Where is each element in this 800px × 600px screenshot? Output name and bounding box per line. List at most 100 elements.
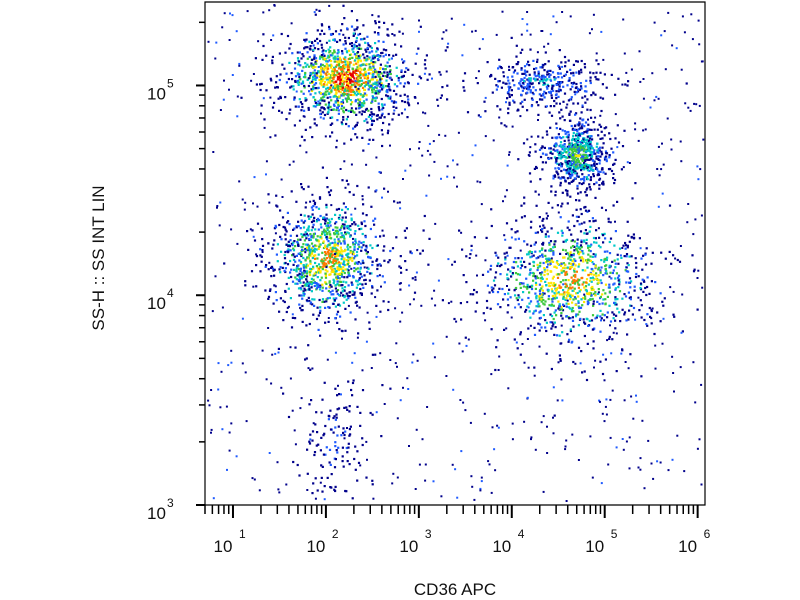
event-dot xyxy=(600,150,603,153)
event-dot xyxy=(581,371,584,374)
event-dot xyxy=(402,386,404,389)
event-dot xyxy=(431,77,433,80)
event-dot xyxy=(584,95,587,98)
event-dot xyxy=(309,233,312,236)
event-dot xyxy=(588,230,591,233)
event-dot xyxy=(375,86,378,90)
event-dot xyxy=(316,219,319,222)
event-dot xyxy=(565,163,568,166)
event-dot xyxy=(363,37,366,40)
event-dot xyxy=(629,298,632,301)
event-dot xyxy=(283,67,286,70)
event-dot xyxy=(512,71,515,74)
event-dot xyxy=(550,257,553,260)
event-dot xyxy=(351,283,354,286)
event-dot xyxy=(382,74,385,77)
event-dot xyxy=(519,267,522,270)
event-dot xyxy=(336,258,339,261)
event-dot xyxy=(566,266,569,269)
event-dot xyxy=(287,244,290,248)
event-dot xyxy=(509,246,512,249)
event-dot xyxy=(355,286,358,289)
event-dot xyxy=(375,259,378,262)
event-dot xyxy=(505,189,508,192)
event-dot xyxy=(365,118,368,121)
event-dot xyxy=(343,240,346,243)
event-dot xyxy=(389,72,392,76)
event-dot xyxy=(473,498,476,501)
event-dot xyxy=(388,65,391,68)
event-dot xyxy=(584,295,587,298)
event-dot xyxy=(538,305,541,308)
event-dot xyxy=(667,11,670,14)
event-dot xyxy=(324,254,327,257)
event-dot xyxy=(562,85,565,88)
event-dot xyxy=(336,289,340,292)
event-dot xyxy=(356,51,360,54)
event-dot xyxy=(541,253,544,256)
event-dot xyxy=(333,245,336,248)
event-dot xyxy=(319,102,322,105)
event-dot xyxy=(322,434,325,437)
event-dot xyxy=(337,103,340,107)
event-dot xyxy=(358,57,361,60)
event-dot xyxy=(545,217,548,220)
event-dot xyxy=(355,55,358,58)
event-dot xyxy=(601,412,604,415)
event-dot xyxy=(220,370,223,373)
event-dot xyxy=(406,81,410,84)
event-dot xyxy=(520,204,523,207)
event-dot xyxy=(560,264,563,267)
event-dot xyxy=(315,271,318,274)
event-dot xyxy=(642,129,645,132)
event-dot xyxy=(557,72,560,75)
event-dot xyxy=(319,243,322,246)
event-dot xyxy=(358,48,361,50)
event-dot xyxy=(402,85,406,88)
event-dot xyxy=(330,90,333,93)
event-dot xyxy=(388,54,391,57)
event-dot xyxy=(400,45,403,48)
event-dot xyxy=(354,301,357,304)
event-dot xyxy=(364,278,367,281)
event-dot xyxy=(300,397,303,400)
event-dot xyxy=(307,106,310,110)
event-dot xyxy=(338,240,341,243)
event-dot xyxy=(599,269,602,272)
event-dot xyxy=(569,160,572,163)
event-dot xyxy=(577,166,581,169)
event-dot xyxy=(653,332,656,336)
event-dot xyxy=(440,495,443,498)
event-dot xyxy=(523,202,526,205)
event-dot xyxy=(377,54,380,57)
event-dot xyxy=(334,222,337,225)
event-dot xyxy=(573,124,577,128)
event-dot xyxy=(592,92,595,95)
event-dot xyxy=(405,67,408,70)
event-dot xyxy=(637,466,640,469)
event-dot xyxy=(325,287,328,290)
event-dot xyxy=(314,228,317,231)
event-dot xyxy=(601,168,604,171)
event-dot xyxy=(343,227,346,230)
event-dot xyxy=(244,284,247,287)
event-dot xyxy=(569,253,572,256)
event-dot xyxy=(543,270,546,273)
event-dot xyxy=(327,249,331,252)
event-dot xyxy=(310,229,313,232)
event-dot xyxy=(372,119,375,122)
event-dot xyxy=(333,243,336,246)
event-dot xyxy=(577,346,581,349)
event-dot xyxy=(518,273,522,276)
event-dot xyxy=(327,191,331,194)
event-dot xyxy=(487,460,490,463)
event-dot xyxy=(552,260,555,263)
event-dot xyxy=(298,474,301,477)
event-dot xyxy=(586,210,589,213)
event-dot xyxy=(573,245,576,248)
event-dot xyxy=(659,320,662,323)
event-dot xyxy=(280,32,283,36)
event-dot xyxy=(504,262,507,265)
event-dot xyxy=(414,488,417,490)
event-dot xyxy=(337,238,340,241)
